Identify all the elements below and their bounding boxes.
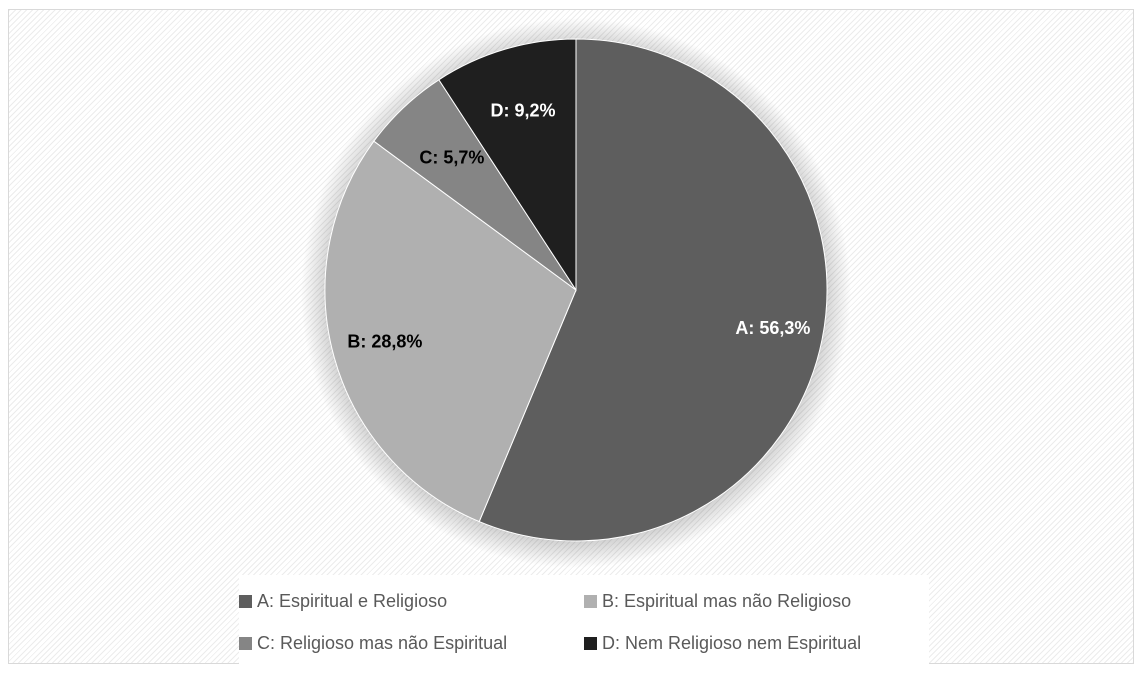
pie-data-labels: A: 56,3% B: 28,8% C: 5,7% D: 9,2% [347,101,810,352]
pie-slice-a [478,38,828,542]
legend-item-a: A: Espiritual e Religioso [239,591,447,612]
data-label-b: B: 28,8% [347,332,422,352]
legend-item-d: D: Nem Religioso nem Espiritual [584,633,861,654]
legend-item-c: C: Religioso mas não Espiritual [239,633,507,654]
pie-slice-d [438,38,577,292]
pie-chart: A: 56,3% B: 28,8% C: 5,7% D: 9,2% [301,18,851,568]
data-label-c: C: 5,7% [419,147,484,167]
legend-label-a: A: Espiritual e Religioso [257,591,448,611]
pie-slices [324,38,828,542]
legend-swatch-c [239,637,252,650]
legend-item-b: B: Espiritual mas não Religioso [584,591,851,612]
legend-label-d: D: Nem Religioso nem Espiritual [602,633,862,653]
legend-label-c: C: Religioso mas não Espiritual [257,633,508,653]
pie-slice-b [324,140,577,523]
legend: A: Espiritual e Religioso B: Espiritual … [239,575,929,675]
legend-swatch-b [584,595,597,608]
data-label-d: D: 9,2% [491,101,556,121]
chart-area: A: 56,3% B: 28,8% C: 5,7% D: 9,2% A: Espiri… [8,9,1134,675]
legend-label-b: B: Espiritual mas não Religioso [602,591,852,611]
data-label-a: A: 56,3% [735,318,810,338]
legend-swatch-d [584,637,597,650]
legend-swatch-a [239,595,252,608]
